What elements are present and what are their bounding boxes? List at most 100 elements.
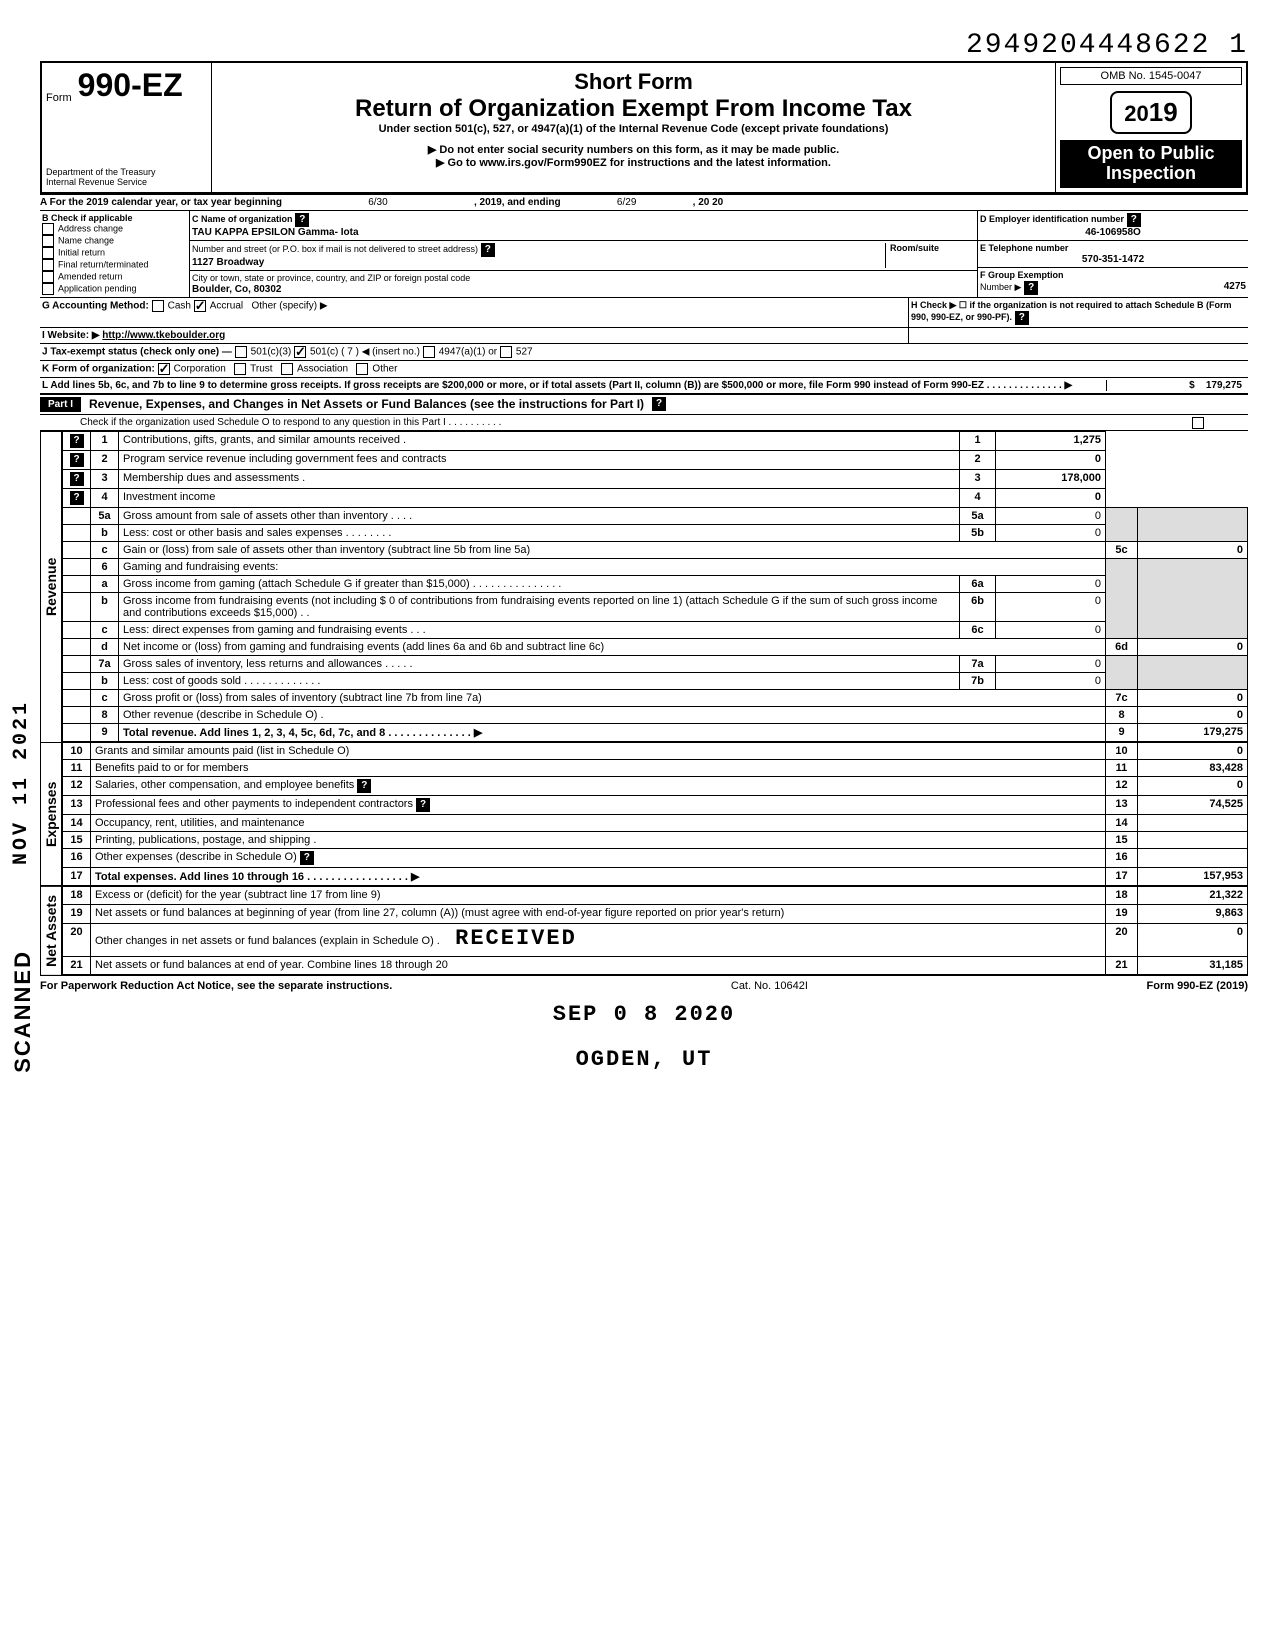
b-item-3: Final return/terminated xyxy=(58,259,149,269)
footer-form-ref: Form 990-EZ (2019) xyxy=(1147,980,1248,992)
org-name: TAU KAPPA EPSILON Gamma- Iota xyxy=(192,227,359,238)
section-i-label: I Website: ▶ xyxy=(42,330,100,341)
j-527: 527 xyxy=(516,346,533,357)
form-subtitle: Return of Organization Exempt From Incom… xyxy=(218,95,1049,123)
form-code: 990-EZ xyxy=(78,67,183,104)
year-suffix: 19 xyxy=(1149,97,1178,127)
revenue-table: ?1Contributions, gifts, grants, and simi… xyxy=(62,431,1248,742)
footer-paperwork: For Paperwork Reduction Act Notice, see … xyxy=(40,980,392,992)
help-icon[interactable]: ? xyxy=(1127,213,1141,227)
help-icon[interactable]: ? xyxy=(300,851,314,865)
b-item-4: Amended return xyxy=(58,271,123,281)
help-icon[interactable]: ? xyxy=(70,491,84,505)
j-501c3: 501(c)(3) xyxy=(251,346,292,357)
tax-year-end: 6/29 xyxy=(567,197,687,208)
check-name-change[interactable] xyxy=(42,235,54,247)
check-accrual[interactable] xyxy=(194,300,206,312)
check-other-org[interactable] xyxy=(356,363,368,375)
form-hint-ssn: ▶ Do not enter social security numbers o… xyxy=(218,143,1049,156)
b-item-1: Name change xyxy=(58,235,114,245)
website-url: http://www.tkeboulder.org xyxy=(102,330,225,341)
document-number: 2949204448622 1 xyxy=(966,30,1248,61)
help-icon[interactable]: ? xyxy=(416,798,430,812)
help-icon[interactable]: ? xyxy=(1024,281,1038,295)
check-cash[interactable] xyxy=(152,300,164,312)
k-corp: Corporation xyxy=(174,363,226,374)
net-assets-table: 18Excess or (deficit) for the year (subt… xyxy=(62,886,1248,976)
section-h-label: H Check ▶ ☐ if the organization is not r… xyxy=(911,300,1232,322)
check-final-return[interactable] xyxy=(42,259,54,271)
received-stamp: RECEIVED xyxy=(455,926,577,951)
check-address-change[interactable] xyxy=(42,223,54,235)
open-to-public: Open to Public Inspection xyxy=(1060,140,1242,188)
part-1-title: Revenue, Expenses, and Changes in Net As… xyxy=(89,397,644,411)
part-1-check-text: Check if the organization used Schedule … xyxy=(80,417,501,428)
net-assets-section-label: Net Assets xyxy=(40,886,62,976)
section-l-label: L Add lines 5b, 6c, and 7b to line 9 to … xyxy=(42,380,1072,391)
section-g-label: G Accounting Method: xyxy=(42,300,149,311)
street-address: 1127 Broadway xyxy=(192,257,264,268)
year-end-label: , 20 20 xyxy=(693,197,724,208)
expenses-table: 10Grants and similar amounts paid (list … xyxy=(62,742,1248,886)
dept-irs: Internal Revenue Service xyxy=(46,178,207,188)
check-schedule-o-part1[interactable] xyxy=(1192,417,1204,429)
addr-label: Number and street (or P.O. box if mail i… xyxy=(192,244,478,254)
gross-receipts-total: 179,275 xyxy=(1206,380,1242,391)
form-title: Short Form xyxy=(218,69,1049,95)
help-icon[interactable]: ? xyxy=(357,779,371,793)
stamp-date: SEP 0 8 2020 xyxy=(40,1002,1248,1027)
revenue-section-label: Revenue xyxy=(40,431,62,742)
j-501c: 501(c) ( 7 ) ◀ (insert no.) xyxy=(310,346,420,357)
help-icon[interactable]: ? xyxy=(70,453,84,467)
b-item-5: Application pending xyxy=(58,283,137,293)
check-association[interactable] xyxy=(281,363,293,375)
help-icon[interactable]: ? xyxy=(1015,311,1029,325)
group-exemption-number: 4275 xyxy=(1224,281,1246,292)
section-e-label: E Telephone number xyxy=(980,243,1068,253)
footer-cat-no: Cat. No. 10642I xyxy=(731,980,808,992)
check-corporation[interactable] xyxy=(158,363,170,375)
k-other: Other xyxy=(372,363,397,374)
line-a-label: A For the 2019 calendar year, or tax yea… xyxy=(40,197,282,208)
section-d-label: D Employer identification number xyxy=(980,214,1124,224)
side-date-stamp: NOV 11 2021 xyxy=(10,700,33,865)
g-other-label: Other (specify) ▶ xyxy=(251,300,327,311)
form-hint-url: ▶ Go to www.irs.gov/Form990EZ for instru… xyxy=(218,156,1049,169)
omb-number: OMB No. 1545-0047 xyxy=(1060,67,1242,85)
help-icon[interactable]: ? xyxy=(70,434,84,448)
section-j-label: J Tax-exempt status (check only one) — xyxy=(42,346,232,357)
g-accrual: Accrual xyxy=(210,300,243,311)
help-icon[interactable]: ? xyxy=(481,243,495,257)
k-assoc: Association xyxy=(297,363,348,374)
help-icon[interactable]: ? xyxy=(70,472,84,486)
expenses-section-label: Expenses xyxy=(40,742,62,886)
check-initial-return[interactable] xyxy=(42,247,54,259)
ein-value: 46-106958O xyxy=(980,227,1246,238)
check-501c[interactable] xyxy=(294,346,306,358)
check-501c3[interactable] xyxy=(235,346,247,358)
room-suite-label: Room/suite xyxy=(890,243,939,253)
phone-value: 570-351-1472 xyxy=(980,254,1246,265)
section-b-label: B Check if applicable xyxy=(42,213,187,223)
form-under: Under section 501(c), 527, or 4947(a)(1)… xyxy=(218,123,1049,135)
b-item-0: Address change xyxy=(58,223,123,233)
section-f-label: F Group Exemption xyxy=(980,270,1064,280)
check-4947[interactable] xyxy=(423,346,435,358)
check-527[interactable] xyxy=(500,346,512,358)
g-cash: Cash xyxy=(168,300,191,311)
year-prefix: 20 xyxy=(1124,101,1148,126)
city-state-zip: Boulder, Co, 80302 xyxy=(192,284,281,295)
city-label: City or town, state or province, country… xyxy=(192,273,470,283)
section-f-label2: Number ▶ xyxy=(980,282,1021,292)
help-icon[interactable]: ? xyxy=(295,213,309,227)
check-application-pending[interactable] xyxy=(42,283,54,295)
k-trust: Trust xyxy=(250,363,272,374)
b-item-2: Initial return xyxy=(58,247,105,257)
tax-year-begin: 6/30 xyxy=(288,197,468,208)
check-trust[interactable] xyxy=(234,363,246,375)
mid-2019: , 2019, and ending xyxy=(474,197,561,208)
stamp-city: OGDEN, UT xyxy=(40,1047,1248,1072)
form-word: Form xyxy=(46,92,72,104)
check-amended-return[interactable] xyxy=(42,271,54,283)
help-icon[interactable]: ? xyxy=(652,397,666,411)
